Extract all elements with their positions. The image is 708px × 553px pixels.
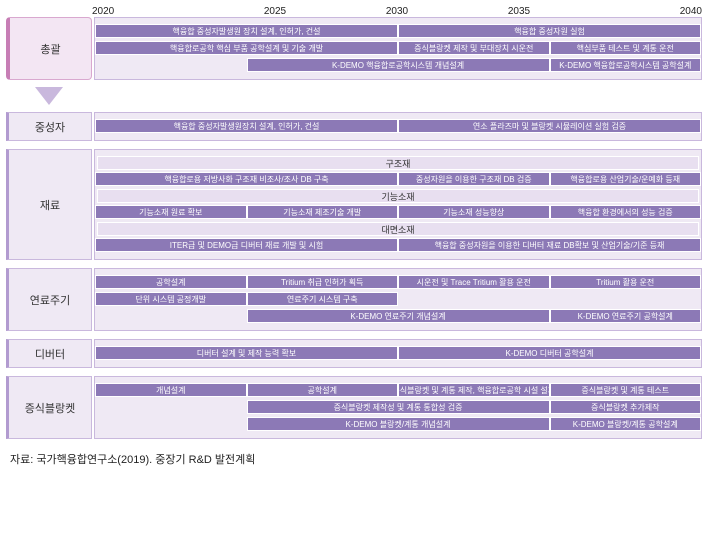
timeline-bar: 핵융합 환경에서의 성능 검증 bbox=[550, 205, 702, 219]
row-content: 공학설계Tritium 취급 인허가 획득시운전 및 Trace Tritium… bbox=[94, 268, 702, 331]
year-label: 2025 bbox=[214, 6, 336, 17]
bar-row: 단위 시스템 공정개발연료주기 시스템 구축 bbox=[95, 292, 701, 307]
timeline-bar: K-DEMO 핵융합로공학시스템 개념설계 bbox=[247, 58, 550, 72]
bar-row: 핵융합 중성자발생원 장치 설계, 인허가, 건설핵융합 중성자원 실험 bbox=[95, 24, 701, 39]
bar-row: 핵융합로공학 핵심 부품 공학설계 및 기술 개발증식블랑켓 제작 및 부대장치… bbox=[95, 41, 701, 56]
row-label: 증식블랑켓 bbox=[6, 376, 92, 439]
year-label: 2040 bbox=[580, 6, 702, 17]
row-content: 구조재핵융합로용 저방사화 구조재 비조사/조사 DB 구축중성자원을 이용한 … bbox=[94, 149, 702, 260]
timeline-bar: K-DEMO 블랑켓/계통 개념설계 bbox=[247, 417, 550, 431]
timeline-bar: 핵융합로공학 핵심 부품 공학설계 및 기술 개발 bbox=[95, 41, 398, 55]
year-label: 2030 bbox=[336, 6, 458, 17]
row-content: 핵융합 중성자발생원장치 설계, 인허가, 건설연소 플라즈마 및 블랑켓 시뮬… bbox=[94, 112, 702, 141]
section-title: 구조재 bbox=[97, 156, 699, 170]
timeline-bar: Tritium 취급 인허가 획득 bbox=[247, 275, 399, 289]
row-label: 중성자 bbox=[6, 112, 92, 141]
timeline-bar: 증식블랑켓 및 계통 제작, 핵융합로공학 시설 설치 bbox=[398, 383, 550, 397]
timeline-bar: 연료주기 시스템 구축 bbox=[247, 292, 399, 306]
bar-row: K-DEMO 블랑켓/계통 개념설계K-DEMO 블랑켓/계통 공학설계 bbox=[95, 417, 701, 432]
bar-row: 증식블랑켓 제작성 및 계통 통합성 검증증식블랑켓 추가제작 bbox=[95, 400, 701, 415]
timeline-bar: 핵심부품 테스트 및 계통 운전 bbox=[550, 41, 702, 55]
timeline-bar: 기능소재 성능향상 bbox=[398, 205, 550, 219]
year-label: 2035 bbox=[458, 6, 580, 17]
timeline-bar: 개념설계 bbox=[95, 383, 247, 397]
timeline-bar: 공학설계 bbox=[247, 383, 399, 397]
bar-row: 기능소재 원료 확보기능소재 제조기술 개발기능소재 성능향상핵융합 환경에서의… bbox=[95, 205, 701, 220]
timeline-bar: 핵융합 중성자원을 이용한 디버터 재료 DB확보 및 산업기술/기준 등재 bbox=[398, 238, 701, 252]
timeline-bar: 기능소재 원료 확보 bbox=[95, 205, 247, 219]
arrow-down-icon bbox=[35, 87, 63, 105]
timeline-bar: 기능소재 제조기술 개발 bbox=[247, 205, 399, 219]
arrow-row bbox=[6, 82, 702, 110]
row-label: 디버터 bbox=[6, 339, 92, 368]
timeline-bar: K-DEMO 핵융합로공학시스템 공학설계 bbox=[550, 58, 702, 72]
bar-row: 핵융합 중성자발생원장치 설계, 인허가, 건설연소 플라즈마 및 블랑켓 시뮬… bbox=[95, 119, 701, 134]
timeline-bar: 중성자원을 이용한 구조재 DB 검증 bbox=[398, 172, 550, 186]
timeline-bar: 증식블랑켓 및 계통 테스트 bbox=[550, 383, 702, 397]
row-label: 재료 bbox=[6, 149, 92, 260]
bar-row: 개념설계공학설계증식블랑켓 및 계통 제작, 핵융합로공학 시설 설치증식블랑켓… bbox=[95, 383, 701, 398]
timeline-bar: K-DEMO 연료주기 공학설계 bbox=[550, 309, 702, 323]
row-label: 연료주기 bbox=[6, 268, 92, 331]
timeline-bar: 핵융합 중성자발생원 장치 설계, 인허가, 건설 bbox=[95, 24, 398, 38]
row-group: 디버터디버터 설계 및 제작 능력 확보K-DEMO 디버터 공학설계 bbox=[6, 339, 702, 368]
timeline-bar: 핵융합로용 산업기술/운예화 등재 bbox=[550, 172, 702, 186]
bar-row: 공학설계Tritium 취급 인허가 획득시운전 및 Trace Tritium… bbox=[95, 275, 701, 290]
timeline-bar: 단위 시스템 공정개발 bbox=[95, 292, 247, 306]
timeline-bar: 증식블랑켓 제작 및 부대장치 시운전 bbox=[398, 41, 550, 55]
bar-row: K-DEMO 핵융합로공학시스템 개념설계K-DEMO 핵융합로공학시스템 공학… bbox=[95, 58, 701, 73]
row-content: 핵융합 중성자발생원 장치 설계, 인허가, 건설핵융합 중성자원 실험핵융합로… bbox=[94, 17, 702, 80]
timeline-bar: 연소 플라즈마 및 블랑켓 시뮬레이션 실험 검증 bbox=[398, 119, 701, 133]
row-group: 재료구조재핵융합로용 저방사화 구조재 비조사/조사 DB 구축중성자원을 이용… bbox=[6, 149, 702, 260]
timeline-bar: ITER급 및 DEMO급 디버터 재료 개발 및 시험 bbox=[95, 238, 398, 252]
timeline-bar: 증식블랑켓 제작성 및 계통 통합성 검증 bbox=[247, 400, 550, 414]
bar-row: ITER급 및 DEMO급 디버터 재료 개발 및 시험핵융합 중성자원을 이용… bbox=[95, 238, 701, 253]
section-title: 기능소재 bbox=[97, 189, 699, 203]
timeline-bar: K-DEMO 연료주기 개념설계 bbox=[247, 309, 550, 323]
timeline-bar: K-DEMO 디버터 공학설계 bbox=[398, 346, 701, 360]
roadmap-grid: 총괄핵융합 중성자발생원 장치 설계, 인허가, 건설핵융합 중성자원 실험핵융… bbox=[6, 17, 702, 447]
timeline-bar: 시운전 및 Trace Tritium 활용 운전 bbox=[398, 275, 550, 289]
timeline-header: 2020 2025 2030 2035 2040 bbox=[92, 6, 702, 17]
timeline-bar: 핵융합 중성자원 실험 bbox=[398, 24, 701, 38]
bar-row: K-DEMO 연료주기 개념설계K-DEMO 연료주기 공학설계 bbox=[95, 309, 701, 324]
section-title: 대면소재 bbox=[97, 222, 699, 236]
timeline-bar: K-DEMO 블랑켓/계통 공학설계 bbox=[550, 417, 702, 431]
row-group: 연료주기공학설계Tritium 취급 인허가 획득시운전 및 Trace Tri… bbox=[6, 268, 702, 331]
timeline-bar: 핵융합로용 저방사화 구조재 비조사/조사 DB 구축 bbox=[95, 172, 398, 186]
timeline-bar: Tritium 활용 운전 bbox=[550, 275, 702, 289]
year-label: 2020 bbox=[92, 6, 214, 17]
row-group: 증식블랑켓개념설계공학설계증식블랑켓 및 계통 제작, 핵융합로공학 시설 설치… bbox=[6, 376, 702, 439]
bar-row: 디버터 설계 및 제작 능력 확보K-DEMO 디버터 공학설계 bbox=[95, 346, 701, 361]
timeline-bar: 공학설계 bbox=[95, 275, 247, 289]
row-content: 디버터 설계 및 제작 능력 확보K-DEMO 디버터 공학설계 bbox=[94, 339, 702, 368]
timeline-bar: 핵융합 중성자발생원장치 설계, 인허가, 건설 bbox=[95, 119, 398, 133]
timeline-bar: 증식블랑켓 추가제작 bbox=[550, 400, 702, 414]
bar-row: 핵융합로용 저방사화 구조재 비조사/조사 DB 구축중성자원을 이용한 구조재… bbox=[95, 172, 701, 187]
row-content: 개념설계공학설계증식블랑켓 및 계통 제작, 핵융합로공학 시설 설치증식블랑켓… bbox=[94, 376, 702, 439]
row-label: 총괄 bbox=[6, 17, 92, 80]
row-group: 중성자핵융합 중성자발생원장치 설계, 인허가, 건설연소 플라즈마 및 블랑켓… bbox=[6, 112, 702, 141]
row-group: 총괄핵융합 중성자발생원 장치 설계, 인허가, 건설핵융합 중성자원 실험핵융… bbox=[6, 17, 702, 80]
timeline-bar: 디버터 설계 및 제작 능력 확보 bbox=[95, 346, 398, 360]
source-text: 자료: 국가핵융합연구소(2019). 중장기 R&D 발전계획 bbox=[6, 451, 702, 467]
